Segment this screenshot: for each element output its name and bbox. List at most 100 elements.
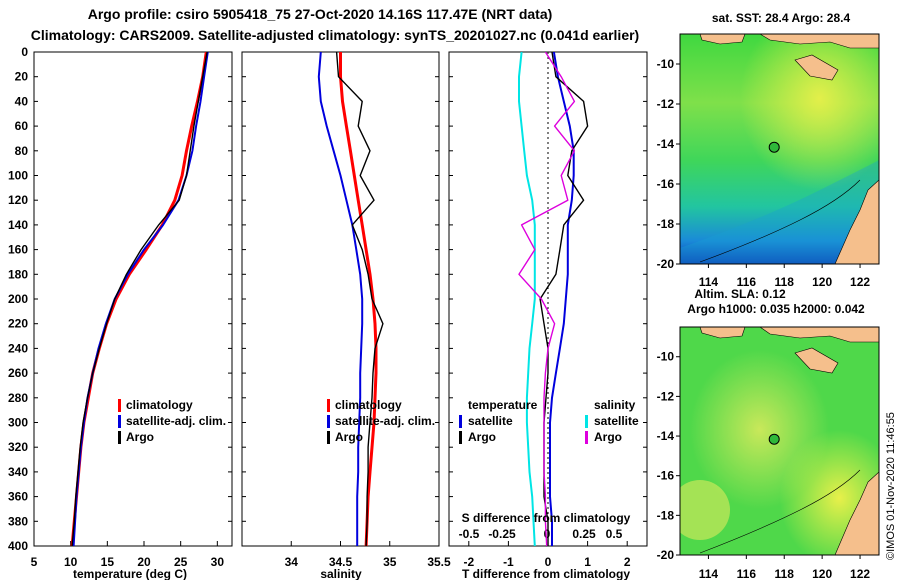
map-x-tick-label: 118 — [775, 275, 795, 289]
x-tick-label: 34 — [285, 555, 299, 569]
ssh-bathymetry-contour — [699, 469, 861, 554]
y-tick-label: 0 — [21, 45, 28, 59]
legend-swatch-s-argo — [585, 431, 588, 444]
altimetry-map — [680, 327, 879, 555]
s-diff-tick-label: 0.25 — [572, 527, 596, 541]
sst-cool-patch — [680, 160, 879, 264]
x-tick-label: 20 — [137, 555, 151, 569]
sst-map — [680, 34, 879, 264]
legend-label-s-satellite: satellite — [594, 414, 639, 428]
sst-land-island — [699, 34, 746, 45]
temperature-panel-frame — [33, 51, 233, 547]
map-y-tick-label: -18 — [657, 217, 675, 231]
legend-salinity: climatology satellite-adj. clim. Argo — [327, 398, 435, 444]
map-y-tick-label: -20 — [657, 257, 675, 271]
x-tick-label: 34.5 — [329, 555, 353, 569]
x-tick-label: -2 — [463, 555, 474, 569]
map-x-tick-label: 122 — [850, 275, 870, 289]
legend-label-s-argo: Argo — [594, 430, 622, 444]
ssh-patch-sw — [680, 480, 730, 540]
legend-swatch-t-argo — [459, 431, 462, 444]
y-tick-label: 40 — [15, 94, 29, 108]
series-line-argo — [335, 52, 384, 546]
legend-label-climatology: climatology — [335, 398, 402, 412]
map-y-tick-label: -20 — [657, 548, 675, 562]
series-line-argo — [71, 52, 208, 546]
series-line-salinity-argo — [518, 52, 576, 546]
profile-location-marker — [768, 433, 780, 445]
x-tick-label: 5 — [31, 555, 38, 569]
ssh-land-island — [699, 327, 746, 339]
map-x-tick-label: 118 — [775, 567, 795, 580]
y-tick-label: 320 — [8, 440, 28, 454]
s-diff-tick-label: 0 — [544, 527, 551, 541]
y-tick-label: 20 — [15, 70, 29, 84]
ssh-land-timor — [794, 347, 839, 374]
legend-swatch-argo — [327, 431, 330, 444]
y-tick-label: 400 — [8, 539, 28, 553]
map-x-tick-label: 116 — [737, 275, 757, 289]
x-tick-label: 25 — [174, 555, 188, 569]
y-tick-label: 160 — [8, 243, 28, 257]
x-tick-label: -1 — [503, 555, 514, 569]
sst-land-timor — [794, 54, 839, 81]
x-tick-label: 35 — [383, 555, 397, 569]
y-tick-label: 260 — [8, 366, 28, 380]
series-line-climatology — [339, 52, 378, 546]
sst-map-frame — [679, 33, 880, 265]
y-tick-label: 240 — [8, 341, 28, 355]
map-y-tick-label: -10 — [657, 350, 675, 364]
sst-bathymetry-contour — [699, 179, 861, 263]
map-x-tick-label: 114 — [699, 275, 719, 289]
x-tick-label: 0 — [545, 555, 552, 569]
altimetry-map-title: Argo h1000: 0.035 h2000: 0.042 — [687, 302, 865, 316]
sst-warm-patch — [680, 34, 879, 264]
ssh-land-australia — [834, 471, 879, 555]
legend-difference: temperature salinity satellite Argo sate… — [459, 398, 639, 444]
y-tick-label: 100 — [8, 169, 28, 183]
series-line-satellite-adj-clim- — [317, 52, 364, 546]
map-y-tick-label: -16 — [657, 177, 675, 191]
y-tick-label: 120 — [8, 193, 28, 207]
sst-land-australia — [834, 179, 879, 264]
legend-swatch-t-satellite — [459, 415, 462, 428]
x-tick-label: 1 — [584, 555, 591, 569]
x-tick-label: 10 — [64, 555, 78, 569]
sst-land-islands — [759, 34, 879, 49]
y-tick-label: 360 — [8, 490, 28, 504]
legend-header-salinity: salinity — [594, 398, 636, 412]
x-axis-label-t-difference: T difference from climatology — [462, 567, 630, 580]
legend-swatch-satellite — [327, 415, 330, 428]
legend-header-temperature: temperature — [468, 398, 538, 412]
y-tick-label: 180 — [8, 267, 28, 281]
legend-swatch-argo — [118, 431, 121, 444]
map-x-tick-label: 116 — [737, 567, 757, 580]
map-y-tick-label: -16 — [657, 469, 675, 483]
legend-label-t-satellite: satellite — [468, 414, 513, 428]
map-y-tick-label: -18 — [657, 508, 675, 522]
x-tick-label: 35.5 — [427, 555, 451, 569]
sst-map-title: sat. SST: 28.4 Argo: 28.4 — [712, 11, 851, 25]
x-axis-label-temperature: temperature (deg C) — [73, 567, 187, 580]
map-y-tick-label: -14 — [657, 429, 675, 443]
legend-swatch-s-satellite — [585, 415, 588, 428]
legend-label-argo: Argo — [126, 430, 154, 444]
chart-title-line2: Climatology: CARS2009. Satellite-adjuste… — [30, 27, 640, 43]
salinity-panel-frame — [241, 51, 440, 547]
y-tick-label: 340 — [8, 465, 28, 479]
legend-swatch-climatology — [118, 399, 121, 412]
y-tick-label: 60 — [15, 119, 29, 133]
y-tick-label: 200 — [8, 292, 28, 306]
legend-swatch-climatology — [327, 399, 330, 412]
x-tick-label: 2 — [624, 555, 631, 569]
y-tick-label: 380 — [8, 514, 28, 528]
y-tick-label: 220 — [8, 317, 28, 331]
profile-location-marker — [768, 141, 780, 153]
x-tick-label: 15 — [101, 555, 115, 569]
y-tick-label: 300 — [8, 416, 28, 430]
map-x-tick-label: 114 — [699, 567, 719, 580]
x-tick-label: 30 — [211, 555, 225, 569]
y-tick-label: 140 — [8, 218, 28, 232]
ssh-land-islands — [759, 327, 879, 343]
